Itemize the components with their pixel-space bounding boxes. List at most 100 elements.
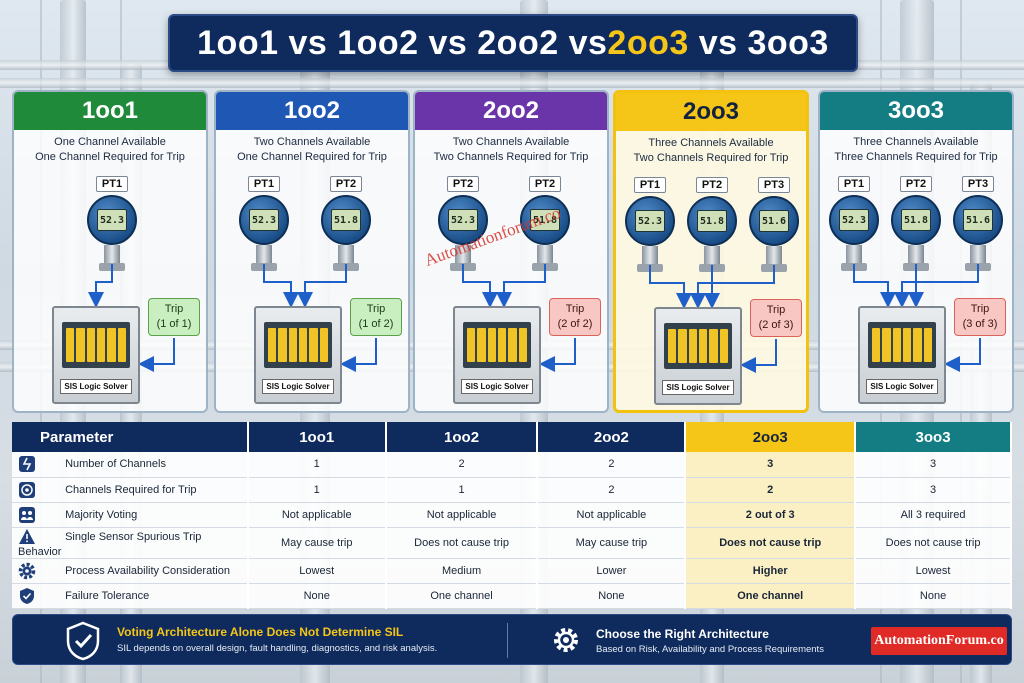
row-parameter: Single Sensor Spurious Trip Behavior: [12, 527, 249, 559]
table-cell-1oo1: 1: [247, 477, 387, 503]
warning-icon: [18, 528, 62, 544]
title-text-post: vs 3oo3: [688, 23, 829, 62]
trip-badge: Trip (1 of 1): [148, 298, 200, 336]
header-1oo1: 1oo1: [247, 422, 387, 452]
signal-wiring: [649, 265, 777, 373]
sis-logic-solver: SIS Logic Solver: [858, 306, 946, 404]
panel-line2: Three Channels Required for Trip: [834, 151, 998, 163]
solver-label: SIS Logic Solver: [461, 379, 533, 394]
trip-ratio: (1 of 1): [156, 318, 192, 330]
table-cell-2oo2: None: [537, 583, 687, 609]
sensor-reading: 51.8: [901, 209, 931, 231]
sensor-tag: PT2: [528, 176, 562, 192]
table-cell-3oo3: All 3 required: [855, 502, 1012, 528]
title-text-pre: 1oo1 vs 1oo2 vs 2oo2 vs: [197, 23, 608, 62]
sensor-tag: PT1: [247, 176, 281, 192]
title-text-highlight: 2oo3: [607, 23, 689, 62]
sensor-reading: 51.6: [963, 209, 993, 231]
table-row: Process Availability Consideration Lowest…: [12, 558, 1012, 584]
panel-line2: One Channel Required for Trip: [35, 151, 185, 163]
trip-label: Trip: [766, 304, 786, 316]
row-parameter-label: Channels Required for Trip: [65, 483, 197, 496]
pressure-transmitter: PT2 51.8: [686, 175, 738, 272]
table-cell-2oo2: Lower: [537, 558, 687, 584]
sensor-reading: 51.8: [331, 209, 361, 231]
table-cell-2oo3: Does not cause trip: [685, 527, 857, 559]
pressure-transmitter: PT2 52.3: [437, 174, 489, 271]
row-parameter: Process Availability Consideration: [12, 558, 249, 584]
sensor-reading: 51.6: [759, 210, 789, 232]
transmitter-icon: 51.8: [520, 195, 570, 245]
panel-2oo3: 2oo3 Three Channels Available Two Channe…: [613, 90, 809, 413]
solver-label: SIS Logic Solver: [866, 379, 938, 394]
comparison-table: Parameter 1oo1 1oo2 2oo2 2oo3 3oo3 Numbe…: [12, 422, 1012, 609]
transmitter-icon: 51.8: [891, 195, 941, 245]
table-cell-2oo2: 2: [537, 477, 687, 503]
table-cell-1oo1: Not applicable: [247, 502, 387, 528]
panel-3oo3: 3oo3 Three Channels Available Three Chan…: [818, 90, 1014, 413]
io-rack-icon: [868, 322, 936, 368]
panel-line1: Three Channels Available: [853, 136, 979, 148]
table-cell-3oo3: 3: [855, 477, 1012, 503]
panel-title: 1oo1: [14, 92, 206, 130]
row-parameter-label: Process Availability Consideration: [65, 564, 230, 577]
trip-ratio: (1 of 2): [358, 318, 394, 330]
panel-title-text: 1oo2: [283, 97, 340, 124]
target-icon: [18, 481, 62, 498]
row-parameter-label: Majority Voting: [65, 508, 138, 521]
table-cell-2oo3: One channel: [685, 583, 857, 609]
footer-left-text: SIL depends on overall design, fault han…: [117, 643, 438, 654]
io-rack-icon: [264, 322, 332, 368]
sis-logic-solver: SIS Logic Solver: [254, 306, 342, 404]
table-cell-2oo2: 2: [537, 452, 687, 478]
trip-badge: Trip (3 of 3): [954, 298, 1006, 336]
panel-1oo1: 1oo1 One Channel Available One Channel R…: [12, 90, 208, 413]
transmitter-icon: 51.8: [321, 195, 371, 245]
sensor-tag: PT1: [837, 176, 871, 192]
io-rack-icon: [463, 322, 531, 368]
sis-logic-solver: SIS Logic Solver: [52, 306, 140, 404]
trip-badge: Trip (2 of 2): [549, 298, 601, 336]
signal-icon: [18, 456, 62, 473]
signal-wiring: [462, 264, 576, 372]
sensor-reading: 52.3: [839, 209, 869, 231]
table-cell-1oo1: 1: [247, 452, 387, 478]
trip-ratio: (2 of 2): [557, 318, 593, 330]
solver-label: SIS Logic Solver: [262, 379, 334, 394]
pressure-transmitter: PT2 51.8: [320, 174, 372, 271]
panel-1oo2: 1oo2 Two Channels Available One Channel …: [214, 90, 410, 413]
sensor-reading: 52.3: [97, 209, 127, 231]
transmitter-icon: 52.3: [87, 195, 137, 245]
table-cell-2oo3: 3: [685, 452, 857, 478]
transmitter-icon: 51.8: [687, 196, 737, 246]
sensor-tag: PT1: [95, 176, 129, 192]
panel-line2: One Channel Required for Trip: [237, 151, 387, 163]
panel-title: 3oo3: [820, 92, 1012, 130]
table-cell-3oo3: 3: [855, 452, 1012, 478]
table-cell-1oo2: Does not cause trip: [385, 527, 539, 559]
transmitter-icon: 52.3: [438, 195, 488, 245]
panel-line2: Two Channels Required for Trip: [433, 151, 589, 163]
solver-label: SIS Logic Solver: [60, 379, 132, 394]
footer-banner: Voting Architecture Alone Does Not Deter…: [12, 614, 1012, 665]
panel-line1: One Channel Available: [54, 136, 166, 148]
header-parameter: Parameter: [12, 422, 249, 452]
transmitter-icon: 51.6: [749, 196, 799, 246]
sensor-reading: 51.8: [530, 209, 560, 231]
sis-logic-solver: SIS Logic Solver: [453, 306, 541, 404]
table-cell-1oo2: Medium: [385, 558, 539, 584]
panel-title-text: 2oo3: [682, 98, 739, 125]
page-title: 1oo1 vs 1oo2 vs 2oo2 vs 2oo3 vs 3oo3: [168, 14, 858, 72]
table-cell-3oo3: Does not cause trip: [855, 527, 1012, 559]
sensor-tag: PT3: [961, 176, 995, 192]
table-row: Failure Tolerance None One channel None One …: [12, 583, 1012, 609]
header-3oo3: 3oo3: [855, 422, 1012, 452]
panel-description: One Channel Available One Channel Requir…: [14, 135, 206, 165]
table-cell-1oo1: May cause trip: [247, 527, 387, 559]
table-row: Majority Voting Not applicable Not applica…: [12, 502, 1012, 528]
transmitter-icon: 52.3: [625, 196, 675, 246]
pressure-transmitter: PT1 52.3: [828, 174, 880, 271]
sensor-tag: PT3: [757, 177, 791, 193]
panel-2oo2: 2oo2 Two Channels Available Two Channels…: [413, 90, 609, 413]
brand-logo[interactable]: AutomationForum.co: [871, 627, 1007, 655]
